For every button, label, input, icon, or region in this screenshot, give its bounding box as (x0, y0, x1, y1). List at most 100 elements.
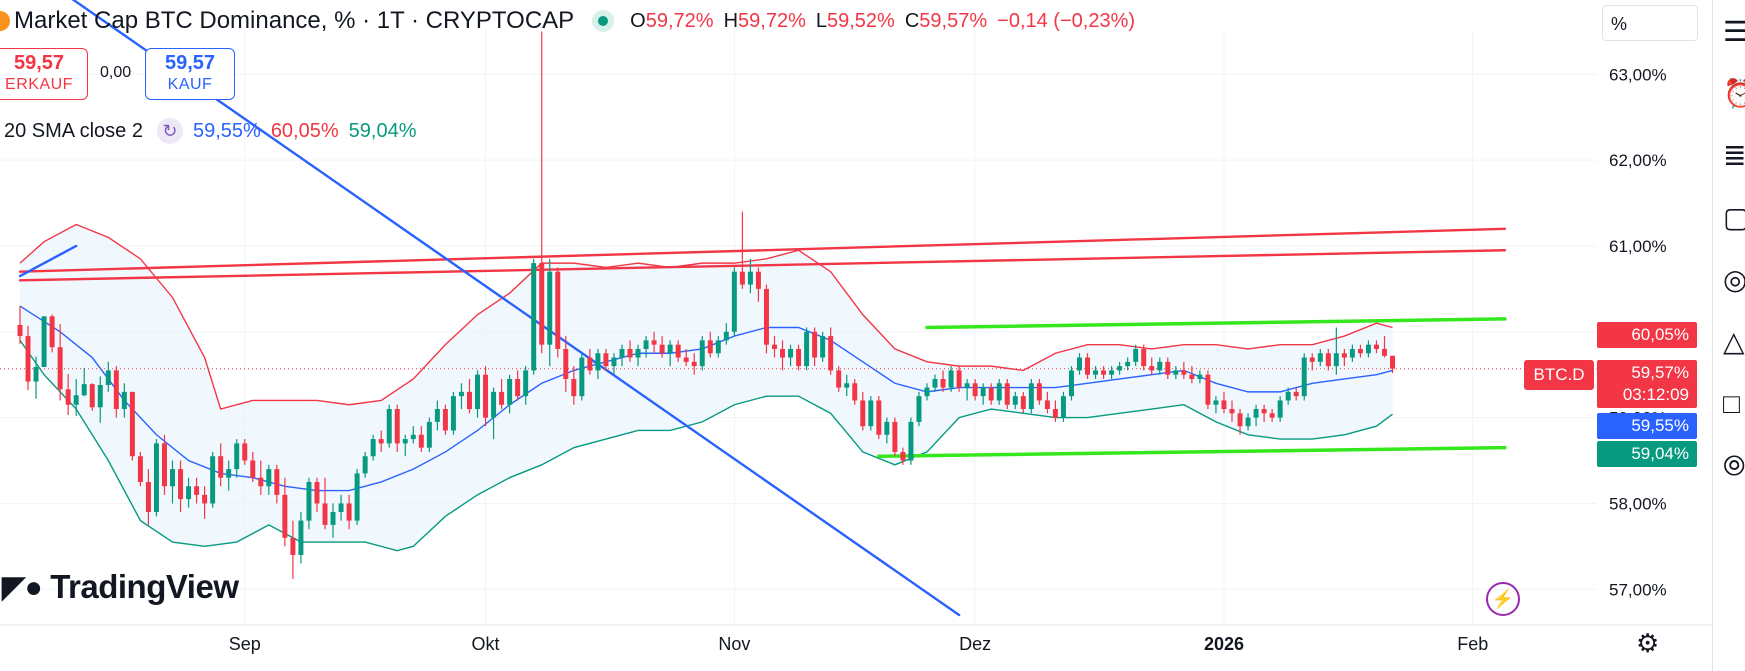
candle[interactable] (306, 477, 312, 530)
candle[interactable] (129, 391, 135, 461)
candle[interactable] (402, 434, 408, 457)
candle[interactable] (434, 400, 440, 431)
candle[interactable] (298, 512, 304, 564)
candle[interactable] (322, 477, 328, 530)
candle[interactable] (178, 460, 184, 513)
candle[interactable] (683, 348, 689, 367)
candle[interactable] (210, 451, 216, 508)
watchlist-icon[interactable]: ☰ (1713, 2, 1745, 62)
candle[interactable] (17, 306, 23, 344)
candle[interactable] (523, 366, 529, 405)
candle[interactable] (1293, 387, 1299, 401)
candle[interactable] (771, 336, 777, 358)
candle[interactable] (483, 366, 489, 427)
candle[interactable] (418, 426, 424, 452)
candle[interactable] (539, 31, 545, 354)
scale-mode-button[interactable]: % (1602, 5, 1698, 41)
candle[interactable] (788, 344, 794, 367)
candle[interactable] (723, 323, 729, 345)
candle[interactable] (908, 417, 914, 465)
candle[interactable] (1036, 378, 1042, 405)
candle[interactable] (1269, 409, 1275, 422)
ideas-icon[interactable]: ≣ (1723, 140, 1745, 171)
candle[interactable] (643, 336, 649, 358)
candle[interactable] (1317, 348, 1323, 367)
candle[interactable] (1109, 366, 1115, 379)
candle[interactable] (804, 327, 810, 371)
candle[interactable] (1181, 361, 1187, 379)
candle[interactable] (1004, 378, 1010, 410)
candle[interactable] (370, 434, 376, 461)
candle[interactable] (274, 464, 280, 504)
candle[interactable] (675, 340, 681, 362)
candle[interactable] (1101, 366, 1107, 379)
candle[interactable] (868, 396, 874, 431)
candle[interactable] (579, 353, 585, 401)
trendline-drawing[interactable] (18, 227, 1507, 273)
target-icon[interactable]: ◎ (1723, 264, 1745, 295)
candle[interactable] (651, 331, 657, 354)
candle[interactable] (1229, 400, 1235, 422)
lightning-icon[interactable]: ⚡ (1486, 582, 1520, 616)
candle[interactable] (844, 374, 850, 397)
candle[interactable] (1085, 353, 1091, 379)
candle[interactable] (1068, 366, 1074, 401)
alerts-clock-icon[interactable]: ⏰ (1713, 64, 1745, 124)
candle[interactable] (1277, 396, 1283, 422)
indicator-legend[interactable]: 20 SMA close 2 ↻ 59,55% 60,05% 59,04% (4, 118, 417, 144)
candle[interactable] (1052, 400, 1058, 422)
candle[interactable] (964, 378, 970, 401)
candle[interactable] (170, 460, 175, 504)
candle[interactable] (394, 404, 400, 452)
candle[interactable] (611, 353, 617, 375)
candle[interactable] (1197, 370, 1203, 384)
candle[interactable] (1325, 348, 1331, 371)
candle[interactable] (161, 434, 167, 495)
candle[interactable] (1261, 404, 1267, 422)
candle[interactable] (105, 361, 111, 392)
candle[interactable] (378, 430, 384, 452)
candle[interactable] (121, 383, 127, 418)
candle[interactable] (812, 327, 818, 367)
candle[interactable] (1157, 357, 1163, 375)
candle[interactable] (73, 378, 79, 416)
candle[interactable] (25, 325, 31, 391)
candle[interactable] (89, 383, 95, 411)
candle[interactable] (258, 460, 264, 495)
candle[interactable] (836, 366, 842, 392)
candle[interactable] (1189, 366, 1195, 384)
candle[interactable] (410, 426, 416, 444)
candle[interactable] (667, 340, 673, 367)
sell-button[interactable]: 59,57 ERKAUF (0, 48, 88, 100)
candles[interactable] (17, 31, 1396, 579)
candle[interactable] (603, 348, 609, 371)
candle[interactable] (980, 383, 986, 405)
candle[interactable] (338, 494, 344, 521)
market-status-icon[interactable] (592, 10, 615, 32)
candle[interactable] (49, 314, 55, 353)
broadcast-icon[interactable]: ⦾ (1723, 450, 1745, 481)
candle[interactable] (1221, 391, 1227, 414)
candle[interactable] (1028, 378, 1034, 414)
candle[interactable] (386, 404, 392, 448)
trendline-drawing[interactable] (18, 244, 78, 278)
candle[interactable] (1365, 340, 1371, 358)
candle[interactable] (41, 316, 47, 367)
candle[interactable] (996, 378, 1002, 405)
candle[interactable] (972, 378, 978, 401)
candle[interactable] (924, 383, 930, 401)
candle[interactable] (1333, 327, 1339, 375)
candle[interactable] (916, 391, 922, 427)
settings-gear-icon[interactable]: ⚙ (1636, 628, 1660, 658)
chat-icon[interactable]: ▢ (1713, 188, 1745, 248)
candle[interactable] (65, 373, 71, 416)
candle[interactable] (57, 324, 63, 401)
candle[interactable] (1125, 357, 1131, 371)
candle[interactable] (33, 356, 39, 399)
candle[interactable] (475, 370, 480, 418)
candle[interactable] (1213, 396, 1219, 414)
buy-button[interactable]: 59,57 KAUF (145, 48, 235, 100)
candle[interactable] (282, 477, 288, 547)
candle[interactable] (354, 469, 360, 525)
hotlist-icon[interactable]: △ (1723, 326, 1745, 357)
